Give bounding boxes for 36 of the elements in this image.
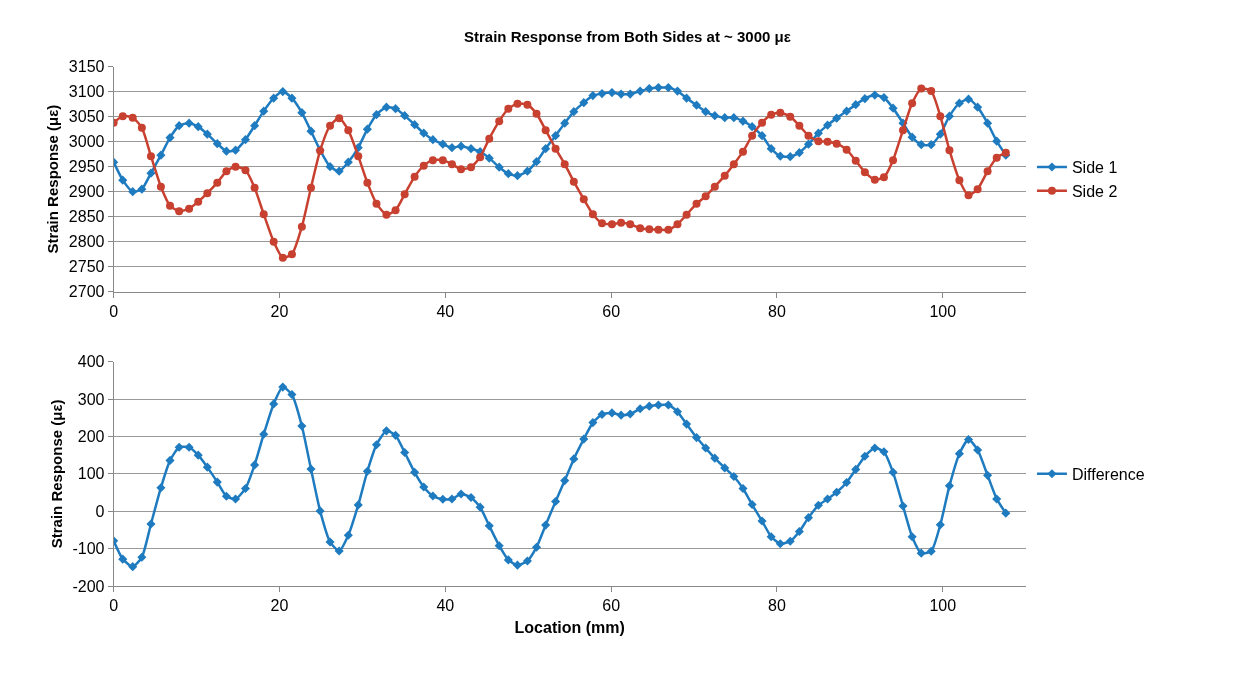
y-tick-label: -100 [72, 540, 105, 558]
x-tick-label: 80 [768, 302, 786, 320]
x-axis-title: Location (mm) [514, 618, 625, 636]
x-tick-label: 80 [768, 597, 786, 615]
y-axis-title: Strain Response (με) [47, 399, 65, 549]
x-tick-label: 100 [929, 302, 957, 320]
y-tick-label: 2750 [68, 258, 105, 276]
y-tick-label: 3100 [68, 83, 105, 101]
y-tick-label: -200 [72, 577, 105, 595]
x-tick-label: 0 [109, 597, 119, 615]
x-tick-label: 60 [602, 597, 621, 615]
x-tick-label: 100 [929, 597, 957, 615]
y-tick-label: 3050 [68, 108, 105, 126]
x-tick-label: 60 [602, 302, 621, 320]
y-axis-title: Strain Response (με) [44, 104, 62, 254]
y-tick-label: 300 [77, 390, 105, 408]
y-tick-label: 0 [95, 502, 105, 520]
legend-label: Side 2 [1071, 183, 1118, 201]
y-tick-label: 100 [77, 465, 105, 483]
x-tick-label: 20 [270, 302, 289, 320]
legend-label: Side 1 [1071, 159, 1118, 177]
y-tick-label: 3000 [68, 133, 105, 151]
x-tick-label: 20 [270, 597, 289, 615]
x-tick-label: 40 [436, 302, 455, 320]
x-tick-label: 40 [436, 597, 455, 615]
y-tick-label: 2900 [68, 183, 105, 201]
legend-label: Difference [1071, 466, 1145, 484]
y-tick-label: 3150 [68, 58, 105, 76]
y-tick-label: 2700 [68, 283, 105, 301]
x-tick-label: 0 [109, 302, 119, 320]
chart-title: Strain Response from Both Sides at ~ 3000 με [464, 28, 791, 45]
y-tick-label: 2850 [68, 208, 105, 226]
y-tick-label: 200 [77, 428, 105, 446]
y-tick-label: 2950 [68, 158, 105, 176]
y-tick-label: 400 [77, 353, 105, 371]
y-tick-label: 2800 [68, 233, 105, 251]
